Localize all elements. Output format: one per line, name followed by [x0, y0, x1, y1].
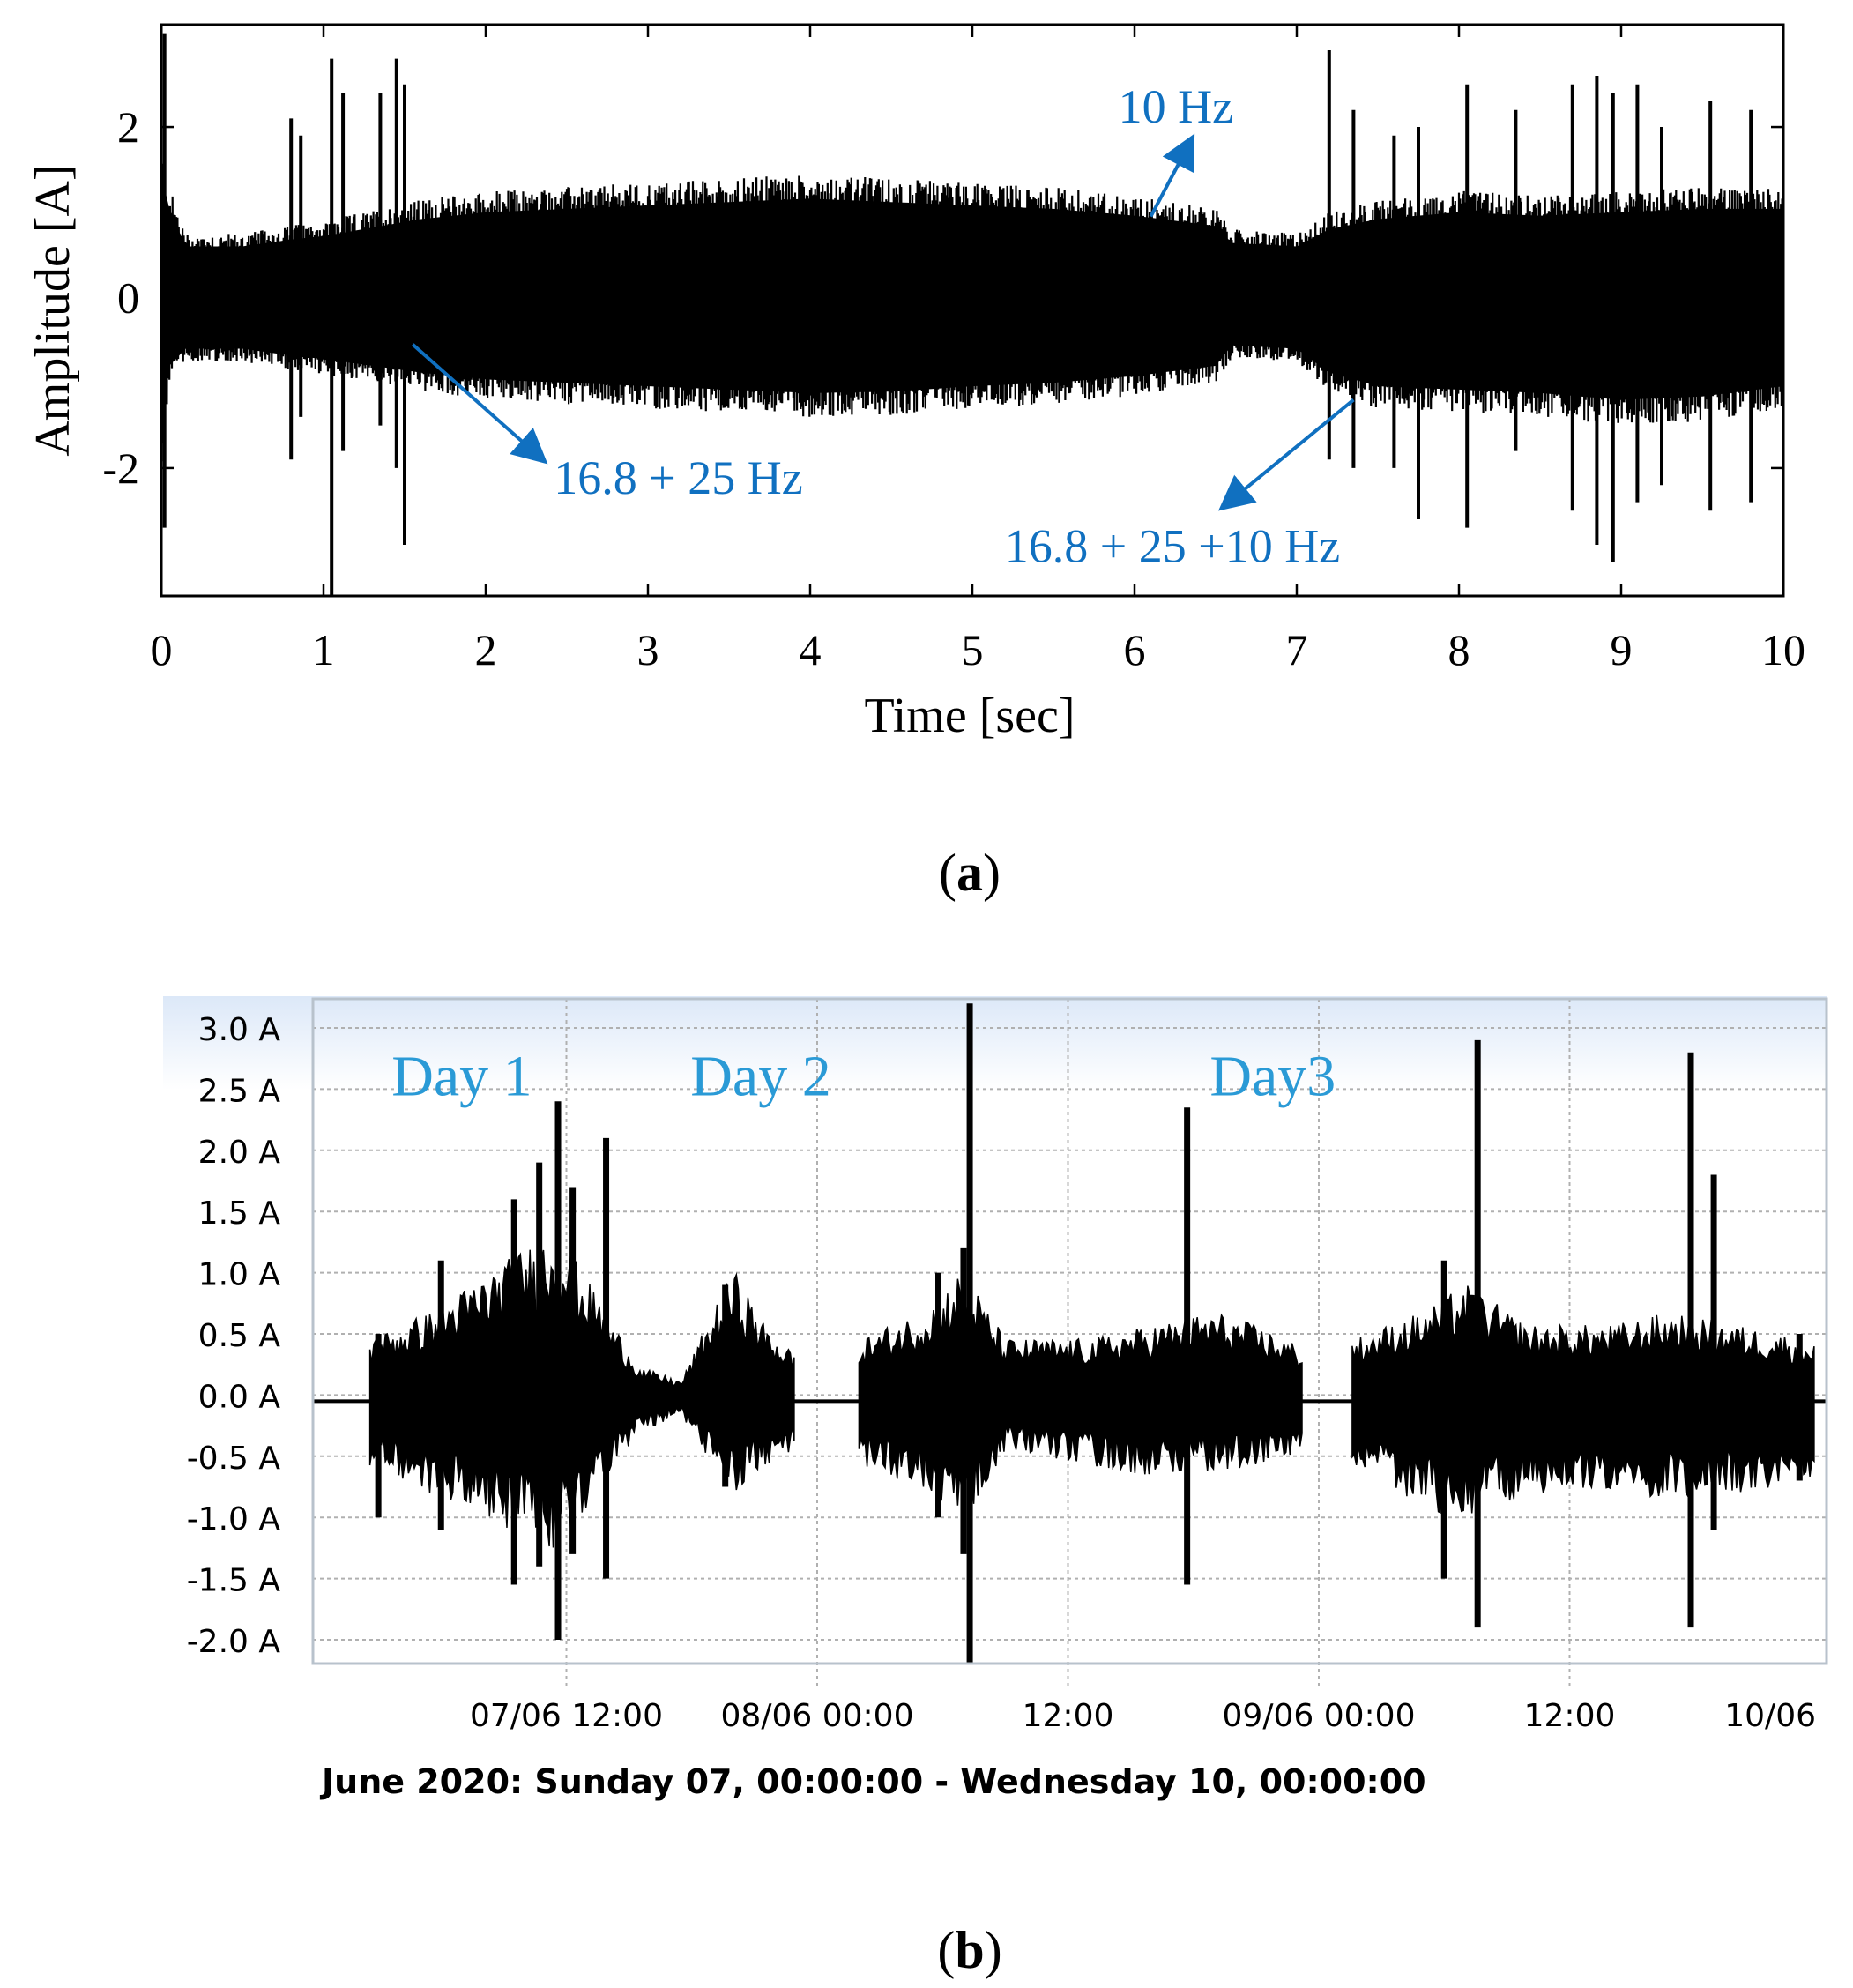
panel-a-annotation-label: 16.8 + 25 +10 Hz [1005, 519, 1340, 572]
panel-a-annotation-label: 16.8 + 25 Hz [554, 451, 802, 504]
panel-a-xtick-label: 8 [1448, 625, 1470, 674]
panel-b-ytick-label: -1.0 A [187, 1501, 281, 1538]
panel-a-xtick-label: 3 [637, 625, 659, 674]
panel-b-ytick-label: -0.5 A [187, 1441, 281, 1477]
panel-b-xtick-label: 09/06 00:00 [1223, 1698, 1416, 1734]
panel-b-xtick-label: 07/06 12:00 [470, 1698, 663, 1734]
panel-a-envelope [161, 175, 1783, 435]
panel-a-xlabel: Time [sec] [864, 689, 1075, 743]
panel-b-xtick-label: 08/06 00:00 [721, 1698, 914, 1734]
panel-a-xtick-label: 5 [962, 625, 984, 674]
panel-a-ytick-label: -2 [102, 443, 139, 493]
panel-a-xtick-label: 10 [1761, 625, 1805, 674]
panel-a-annotations: 10 Hz 16.8 + 25 Hz 16.8 + 25 +10 Hz [411, 80, 1355, 572]
panel-a-xtick-label: 1 [313, 625, 335, 674]
panel-b-day-label: Day 1 [391, 1044, 532, 1108]
panel-b-day-labels: Day 1 Day 2 Day3 [391, 1044, 1336, 1108]
panel-a-caption: (a) [939, 844, 1001, 902]
panel-b-ytick-label: 0.0 A [198, 1379, 281, 1415]
panel-b-caption-letter: b [955, 1921, 984, 1979]
panel-a-ytick-label: 0 [117, 272, 139, 322]
panel-a-axes: 0 1 2 3 4 5 6 7 8 9 10 2 0 -2 [102, 25, 1805, 674]
panel-a-xtick-label: 2 [475, 625, 497, 674]
panel-a-xtick-label: 0 [151, 625, 173, 674]
panel-a-xtick-label: 7 [1286, 625, 1308, 674]
panel-b-ytick-label: 3.0 A [198, 1012, 281, 1048]
panel-a: 0 1 2 3 4 5 6 7 8 9 10 2 0 -2 10 Hz 16.8 + 25 Hz 16.8 +… [26, 23, 1805, 902]
panel-a-caption-letter: a [956, 844, 983, 902]
panel-b-ytick-label: 2.5 A [198, 1073, 281, 1109]
panel-b-ytick-label: -1.5 A [187, 1563, 281, 1599]
panel-a-ylabel: Amplitude [A] [26, 164, 80, 456]
panel-a-annotation-label: 10 Hz [1119, 80, 1233, 133]
panel-a-annotation-arrow [411, 343, 548, 465]
panel-b-axes: 3.0 A 2.5 A 2.0 A 1.5 A 1.0 A 0.5 A 0.0 A -0.5 … [187, 1012, 1816, 1734]
panel-b-ytick-label: 1.5 A [198, 1195, 281, 1232]
panel-b-xtick-label: 12:00 [1023, 1698, 1114, 1734]
panel-a-xtick-label: 9 [1611, 625, 1633, 674]
panel-b-frame [311, 997, 1828, 1665]
panel-b-ytick-label: -2.0 A [187, 1624, 281, 1660]
panel-b-day-label: Day 2 [690, 1044, 830, 1108]
panel-a-annotation-arrow [1218, 398, 1355, 511]
panel-b-caption: (b) [937, 1921, 1001, 1979]
panel-a-xtick-label: 4 [800, 625, 822, 674]
panel-b-ytick-label: 2.0 A [198, 1135, 281, 1171]
panel-a-xtick-label: 6 [1124, 625, 1146, 674]
panel-a-annotation-arrow [1149, 133, 1195, 218]
panel-b-xtick-label: 12:00 [1524, 1698, 1616, 1734]
panel-b-activity-area [1351, 1285, 1815, 1515]
panel-b-plot-area [313, 1003, 1827, 1664]
panel-b: 3.0 A 2.5 A 2.0 A 1.5 A 1.0 A 0.5 A 0.0 A -0.5 … [163, 996, 1828, 1979]
panel-b-xtick-label: 10/06 [1724, 1698, 1816, 1734]
panel-b-ytick-label: 0.5 A [198, 1318, 281, 1354]
panel-b-ytick-label: 1.0 A [198, 1257, 281, 1293]
panel-a-ytick-label: 2 [117, 102, 139, 152]
panel-b-xlabel: June 2020: Sunday 07, 00:00:00 - Wednesd… [319, 1762, 1426, 1801]
panel-a-plot-area [160, 33, 1785, 596]
panel-b-day-label: Day3 [1209, 1044, 1336, 1108]
